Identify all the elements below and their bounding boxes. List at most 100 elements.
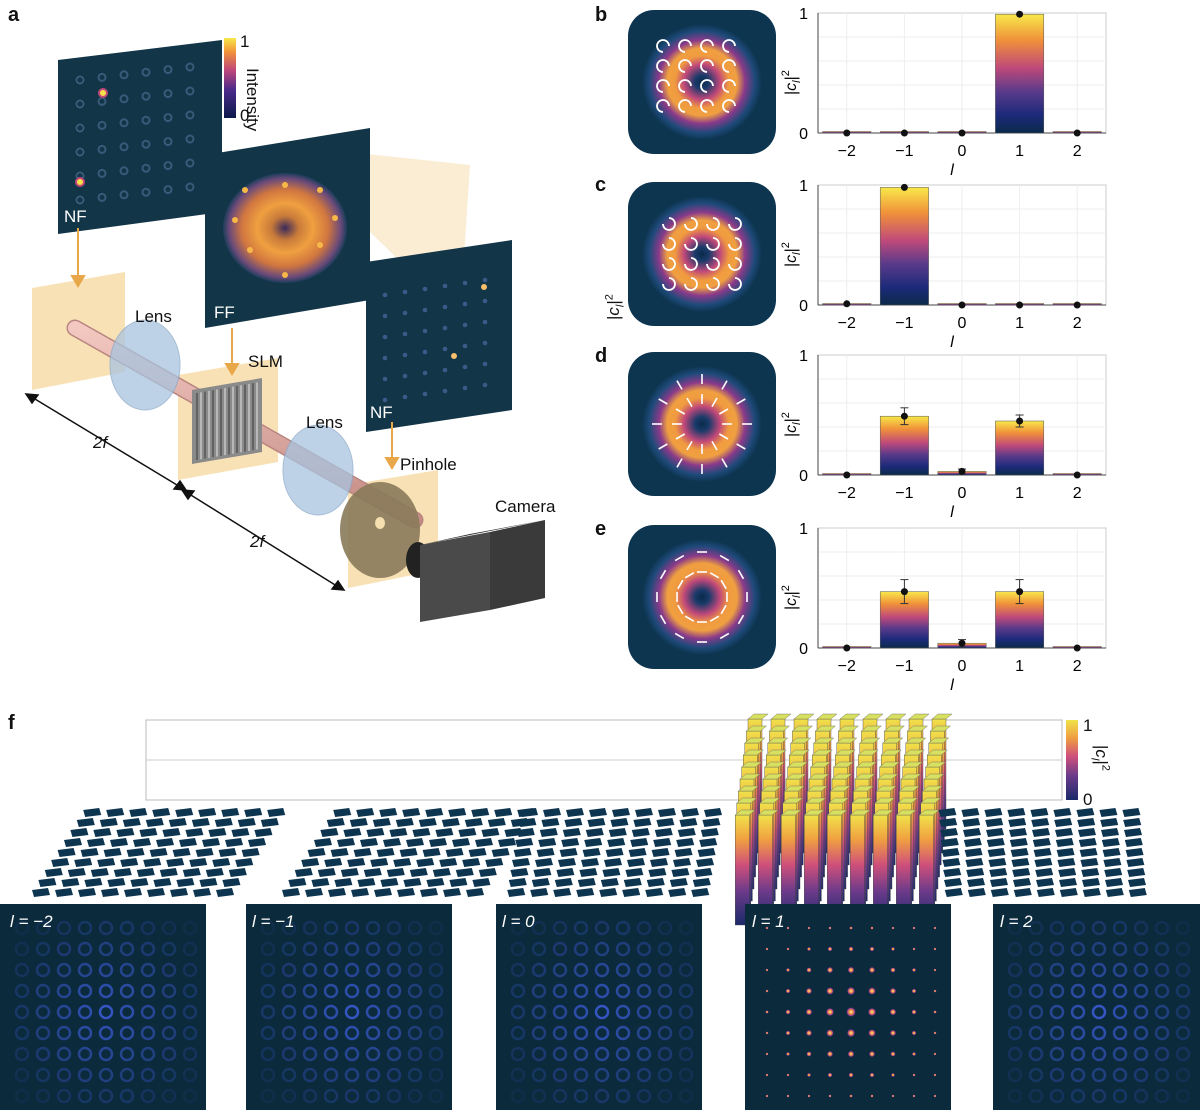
x-axis-label: l (950, 504, 954, 521)
flat-tile (610, 818, 629, 827)
flat-tile (942, 858, 961, 867)
camera-spot (933, 1031, 937, 1035)
camera-spot (869, 1072, 875, 1078)
3d-bar-top (897, 797, 919, 804)
flat-tile (989, 868, 1008, 877)
flat-tile (1031, 818, 1050, 827)
camera-spot (615, 962, 631, 978)
3d-bar-top (736, 797, 758, 804)
x-tick-label: −1 (895, 315, 913, 332)
flat-tile (168, 818, 187, 827)
flat-tile (1034, 858, 1053, 867)
camera-spot (786, 947, 790, 951)
camera-spot (1070, 1046, 1086, 1062)
3d-bar-top (770, 713, 792, 720)
camera-spot (891, 1094, 895, 1098)
camera-spot (636, 941, 652, 957)
3d-bar-top (860, 725, 882, 732)
flat-tile (254, 828, 273, 837)
camera-spot (428, 920, 444, 936)
camera-spot (933, 926, 937, 930)
flat-tile (1009, 828, 1027, 837)
x-tick-label: 1 (1015, 315, 1024, 332)
camera-spot (807, 1094, 811, 1098)
camera-spot (77, 983, 93, 999)
camera-spot (77, 962, 93, 978)
camera-spot (98, 1088, 114, 1104)
flat-tile (1055, 828, 1073, 837)
3d-bar-top (879, 761, 901, 768)
3d-bar-top (839, 713, 861, 720)
flat-tile (576, 888, 595, 897)
panel-f-letter: f (8, 712, 15, 734)
flat-tile (558, 858, 576, 867)
camera-spot (1028, 1025, 1044, 1041)
flat-tile (202, 838, 220, 847)
3d-bar-top (931, 713, 953, 720)
flat-tile (468, 848, 487, 857)
camera-spot (1175, 1025, 1191, 1041)
flat-tile (674, 848, 693, 857)
flat-tile (1077, 818, 1096, 827)
camera-spot (1028, 962, 1044, 978)
distance-arrows (24, 393, 346, 591)
camera-spot (573, 920, 589, 936)
grid-spot (442, 367, 448, 373)
flat-tile (90, 868, 109, 877)
flat-tile (126, 848, 145, 857)
grid-spot (442, 346, 448, 352)
flat-tile (1128, 878, 1146, 887)
camera-spot (344, 962, 360, 978)
camera-spot (848, 946, 854, 952)
flat-tile (964, 848, 983, 857)
camera-spot (531, 1004, 547, 1020)
3d-bar-top (785, 773, 807, 780)
grid-spot (75, 147, 85, 157)
polarization-arrow (686, 397, 693, 408)
camera-spot (1070, 983, 1086, 999)
flat-tile (248, 838, 266, 847)
flat-tile (383, 838, 401, 847)
flat-tile (225, 838, 243, 847)
flat-tile (195, 848, 214, 857)
grid-spot (119, 142, 129, 152)
flat-tile (294, 868, 313, 877)
camera-spot (1175, 941, 1191, 957)
flat-tile (658, 808, 676, 817)
camera-spot (344, 1004, 360, 1020)
grid-spot (382, 397, 388, 403)
flat-tile (326, 818, 345, 827)
flat-tile (986, 838, 1005, 847)
camera-spot (825, 1007, 835, 1017)
ff-spot (247, 247, 253, 253)
camera-spot (77, 1046, 93, 1062)
camera-spot (615, 1046, 631, 1062)
camera-spot (407, 983, 423, 999)
data-point (843, 644, 851, 652)
camera-spot (1070, 962, 1086, 978)
flat-tile (106, 808, 125, 817)
camera-spot (260, 1004, 276, 1020)
circular-arrow (706, 277, 720, 291)
circular-arrow (662, 217, 676, 231)
bar (879, 415, 929, 476)
flat-tile (516, 828, 535, 837)
camera-spot (765, 968, 769, 972)
lens-1-label: Lens (135, 307, 172, 326)
flat-tile (669, 878, 688, 887)
camera-spot (119, 962, 135, 978)
bright-spot (75, 177, 85, 187)
camera-spot (1133, 941, 1149, 957)
camera-spot (678, 920, 694, 936)
grid-spot (402, 310, 408, 316)
flat-tile (676, 838, 695, 847)
flat-tile (357, 878, 376, 887)
colorbar-max: 1 (240, 32, 250, 51)
3d-bar-top (757, 809, 779, 816)
camera-spot (807, 947, 811, 951)
flat-tile (561, 838, 580, 847)
flat-tile (962, 818, 981, 827)
camera-spot (14, 1046, 30, 1062)
camera-spot (552, 1046, 568, 1062)
camera-spot (323, 1046, 339, 1062)
